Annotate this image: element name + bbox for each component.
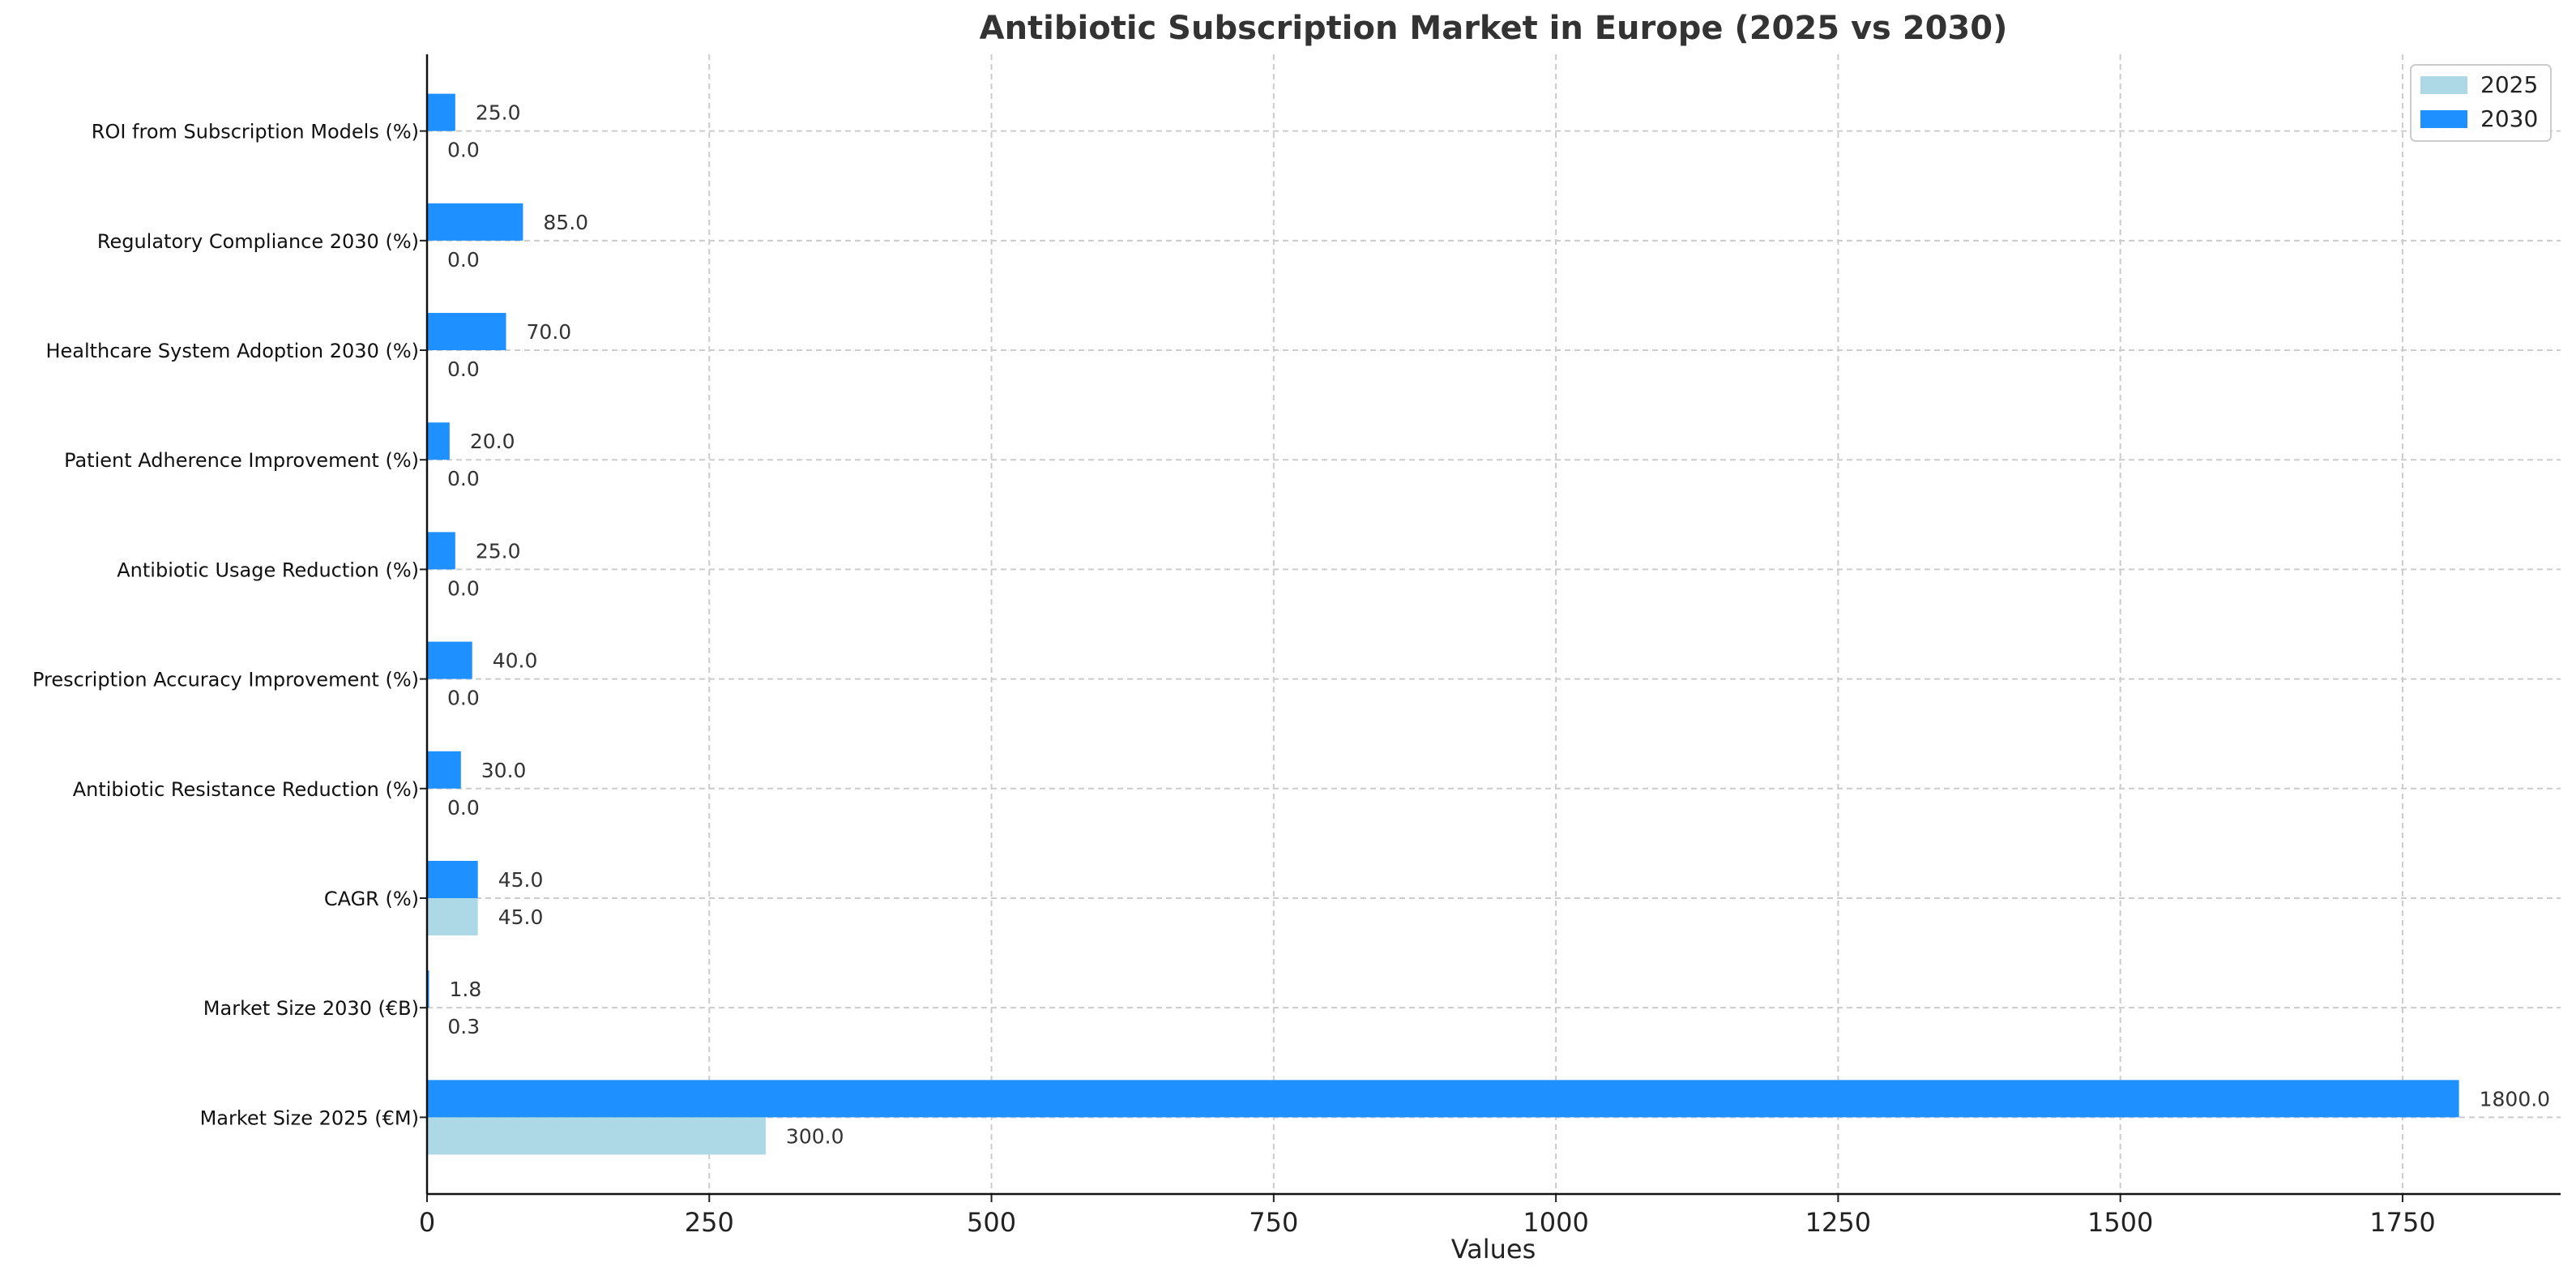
bar-2025 [427,1117,766,1154]
x-tick-label: 500 [967,1207,1016,1238]
bar-value-label: 0.0 [447,467,480,490]
bar-2030 [427,422,450,460]
bar-value-label: 45.0 [498,868,544,892]
bar-2030 [427,532,455,569]
bar-2030 [427,1080,2459,1117]
bar-value-label: 45.0 [498,905,544,929]
bar-value-label: 1.8 [450,978,482,1001]
x-tick-label: 250 [685,1207,734,1238]
bar-value-label: 20.0 [470,430,515,453]
legend-swatch-2025 [2420,76,2467,94]
bar-value-label: 0.0 [447,796,480,820]
bar-2030 [427,94,455,131]
x-tick-label: 0 [419,1207,435,1238]
bar-value-label: 1800.0 [2480,1087,2550,1111]
chart-title: Antibiotic Subscription Market in Europe… [980,10,2008,47]
bar-2030 [427,203,523,241]
bar-2030 [427,751,461,789]
bar-value-labels: 300.0 0.3 45.0 0.0 0.0 0.0 0.0 0.0 0.0 0.0 1800.0 1… [447,101,2550,1149]
legend-swatch-2030 [2420,110,2467,128]
y-tick-label: Market Size 2030 (€B) [203,997,419,1020]
y-tick-label: Healthcare System Adoption 2030 (%) [45,340,419,362]
axes [420,54,2561,1202]
y-tick-label: Prescription Accuracy Improvement (%) [32,669,419,691]
bar-value-label: 70.0 [527,320,572,344]
bar-value-label: 0.3 [447,1015,480,1038]
y-tick-label: Antibiotic Usage Reduction (%) [117,559,419,581]
bar-value-label: 30.0 [481,759,527,782]
bar-value-label: 0.0 [447,139,480,162]
legend-label: 2025 [2480,71,2538,98]
x-tick-label: 1750 [2369,1207,2435,1238]
bar-2025 [427,898,478,935]
legend: 2025 2030 [2411,65,2551,141]
bar-value-label: 40.0 [493,649,538,673]
bar-value-label: 0.0 [447,576,480,600]
y-tick-label: CAGR (%) [324,888,419,910]
bar-2030 [427,313,506,350]
bar-value-label: 85.0 [543,211,588,234]
x-tick-label: 1250 [1805,1207,1871,1238]
legend-label: 2030 [2480,105,2538,132]
bar-2030 [427,861,478,898]
x-tick-label: 750 [1249,1207,1298,1238]
bar-value-label: 25.0 [476,101,521,125]
y-tick-label: Antibiotic Resistance Reduction (%) [73,778,419,801]
x-tick-label: 1500 [2087,1207,2153,1238]
bar-value-label: 0.0 [447,357,480,381]
grid-lines [427,54,2561,1194]
y-tick-label: Regulatory Compliance 2030 (%) [97,230,419,253]
bar-value-label: 0.0 [447,248,480,272]
bars [427,94,2459,1155]
y-tick-label: Market Size 2025 (€M) [200,1106,419,1129]
y-tick-label: Patient Adherence Improvement (%) [64,449,419,472]
bar-value-label: 300.0 [786,1124,844,1148]
bar-2030 [427,642,472,679]
bar-value-label: 25.0 [476,539,521,563]
y-tick-labels: Market Size 2025 (€M) Market Size 2030 (€… [32,121,419,1130]
y-tick-label: ROI from Subscription Models (%) [92,121,419,143]
x-axis-label: Values [1451,1234,1536,1265]
bar-value-label: 0.0 [447,687,480,710]
